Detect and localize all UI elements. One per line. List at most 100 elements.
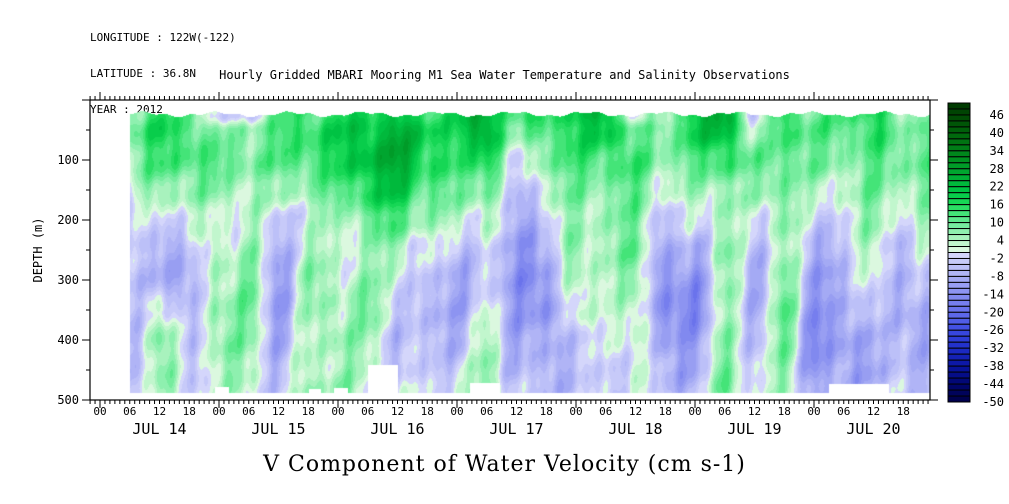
colorbar-label: -32 (982, 341, 1004, 355)
colorbar-segment (947, 138, 971, 146)
x-tick-label: 00 (331, 405, 344, 418)
plot-title: Hourly Gridded MBARI Mooring M1 Sea Wate… (219, 68, 790, 82)
colorbar-label: -26 (982, 323, 1004, 337)
x-tick-label: 06 (361, 405, 374, 418)
x-tick-label: 12 (153, 405, 166, 418)
x-tick-label: 00 (807, 405, 820, 418)
colorbar-segment (947, 335, 971, 343)
x-tick-label: 00 (212, 405, 225, 418)
colorbar-segment (947, 132, 971, 140)
colorbar-segment (947, 317, 971, 325)
colorbar-segment (947, 240, 971, 248)
colorbar-segment (947, 234, 971, 242)
colorbar-segment (947, 383, 971, 391)
x-tick-label: 12 (748, 405, 761, 418)
colorbar-segment (947, 371, 971, 379)
x-tick-label: 06 (718, 405, 731, 418)
colorbar-segment (947, 144, 971, 152)
colorbar-segment (947, 389, 971, 397)
colorbar-segment (947, 246, 971, 254)
colorbar-segment (947, 359, 971, 367)
colorbar-segment (947, 180, 971, 188)
colorbar-label: 46 (990, 108, 1004, 122)
colorbar-segment (947, 257, 971, 265)
colorbar-segment (947, 162, 971, 170)
colorbar-segment (947, 305, 971, 313)
colorbar-label: -38 (982, 359, 1004, 373)
colorbar-segment (947, 228, 971, 236)
x-tick-label: 00 (569, 405, 582, 418)
colorbar-segment (947, 377, 971, 385)
x-tick-label: 06 (837, 405, 850, 418)
colorbar-segment (947, 263, 971, 271)
colorbar-segment (947, 156, 971, 164)
colorbar-label: 40 (990, 126, 1004, 140)
longitude-label: LONGITUDE : 122W(-122) (90, 31, 236, 44)
x-tick-label: 06 (123, 405, 136, 418)
colorbar-label: -44 (982, 377, 1004, 391)
colorbar-segment (947, 204, 971, 212)
day-label: JUL 14 (132, 420, 186, 438)
colorbar-segment (947, 252, 971, 259)
x-tick-label: 18 (421, 405, 434, 418)
colorbar-label: 4 (997, 234, 1004, 248)
x-tick-label: 12 (391, 405, 404, 418)
colorbar-segment (947, 275, 971, 283)
latitude-label: LATITUDE : 36.8N (90, 67, 196, 80)
colorbar-segment (947, 222, 971, 230)
colorbar-segment (947, 281, 971, 289)
y-tick-label: 200 (57, 213, 79, 227)
colorbar-segment (947, 395, 971, 403)
colorbar-segment (947, 287, 971, 295)
x-tick-label: 00 (93, 405, 106, 418)
x-tick-label: 18 (302, 405, 315, 418)
colorbar-segment (947, 126, 971, 134)
colorbar-segment (947, 102, 971, 110)
heatmap-canvas (90, 100, 930, 400)
x-axis-title: V Component of Water Velocity (cm s-1) (263, 452, 746, 477)
colorbar-label: 28 (990, 162, 1004, 176)
x-tick-label: 00 (450, 405, 463, 418)
colorbar-segment (947, 329, 971, 337)
day-label: JUL 17 (489, 420, 543, 438)
colorbar-label: -2 (990, 251, 1004, 265)
colorbar-label: 34 (990, 144, 1004, 158)
x-tick-label: 00 (688, 405, 701, 418)
day-label: JUL 20 (846, 420, 900, 438)
colorbar-label: 10 (990, 216, 1004, 230)
x-tick-label: 18 (897, 405, 910, 418)
colorbar-label: -20 (982, 305, 1004, 319)
y-tick-label: 100 (57, 153, 79, 167)
y-tick-label: 400 (57, 333, 79, 347)
x-tick-label: 18 (183, 405, 196, 418)
x-tick-label: 12 (867, 405, 880, 418)
colorbar-segment (947, 150, 971, 158)
plot-frame (89, 99, 931, 401)
y-tick-label: 500 (57, 393, 79, 407)
colorbar-label: 16 (990, 198, 1004, 212)
colorbar-segment (947, 168, 971, 176)
colorbar-segment (947, 186, 971, 194)
y-tick-label: 300 (57, 273, 79, 287)
colorbar-label: 22 (990, 180, 1004, 194)
colorbar-segment (947, 198, 971, 206)
colorbar-label: -50 (982, 395, 1004, 409)
x-tick-label: 18 (540, 405, 553, 418)
colorbar-segment (947, 120, 971, 128)
colorbar-segment (947, 269, 971, 277)
x-tick-label: 06 (599, 405, 612, 418)
x-tick-label: 18 (778, 405, 791, 418)
colorbar-segment (947, 365, 971, 373)
y-axis-title: DEPTH (m) (31, 217, 45, 283)
colorbar-label: -14 (982, 287, 1004, 301)
colorbar-segment (947, 299, 971, 307)
colorbar-segment (947, 174, 971, 182)
colorbar-segment (947, 293, 971, 301)
colorbar-segment (947, 192, 971, 200)
colorbar-segment (947, 210, 971, 218)
day-label: JUL 15 (251, 420, 305, 438)
x-tick-label: 06 (242, 405, 255, 418)
day-label: JUL 18 (608, 420, 662, 438)
